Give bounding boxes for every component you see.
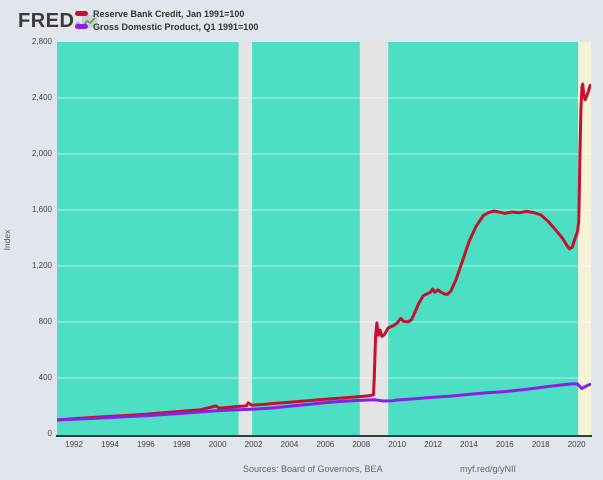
recession-band <box>238 42 253 435</box>
x-tick-label: 2016 <box>495 440 514 449</box>
y-tick-label: 800 <box>38 317 52 326</box>
x-tick-label: 1998 <box>172 440 191 449</box>
legend-label: Gross Domestic Product, Q1 1991=100 <box>93 21 259 32</box>
legend-item-gdp: Gross Domestic Product, Q1 1991=100 <box>75 20 258 33</box>
x-tick-label: 2010 <box>388 440 407 449</box>
series-line <box>57 82 591 422</box>
x-tick-label: 2012 <box>424 440 442 449</box>
x-tick-label: 1994 <box>101 440 119 449</box>
x-axis-tick-labels: 1992 1994 1996 1998 2000 2002 2004 2006 2008 2010… <box>57 440 591 452</box>
y-tick-label: 2,800 <box>31 37 52 46</box>
x-tick-label: 2000 <box>208 440 227 449</box>
x-tick-label: 2008 <box>352 440 371 449</box>
x-tick-label: 2014 <box>460 440 478 449</box>
y-tick-label: 0 <box>47 429 52 438</box>
y-tick-label: 400 <box>38 373 52 382</box>
y-tick-label: 2,400 <box>31 93 52 102</box>
y-tick-label: 1,200 <box>31 261 52 270</box>
x-tick-label: 2004 <box>280 440 299 449</box>
series-line <box>57 382 591 422</box>
legend-item-reserve-bank-credit: Reserve Bank Credit, Jan 1991=100 <box>75 7 258 20</box>
chart-svg <box>57 42 591 435</box>
x-tick-label: 2018 <box>531 440 550 449</box>
legend-swatch <box>75 11 88 16</box>
x-axis-line <box>56 435 592 437</box>
x-tick-label: 2006 <box>316 440 335 449</box>
legend-swatch <box>75 24 88 29</box>
y-tick-label: 2,000 <box>31 149 52 158</box>
fred-logo-text: FRED <box>18 10 75 32</box>
chart-legend: Reserve Bank Credit, Jan 1991=100 Gross … <box>75 7 258 33</box>
legend-label: Reserve Bank Credit, Jan 1991=100 <box>93 8 245 19</box>
chart-plot-area <box>57 42 591 435</box>
x-tick-label: 1992 <box>65 440 83 449</box>
sources-text: Sources: Board of Governors, BEA <box>243 464 383 474</box>
x-tick-label: 2002 <box>244 440 263 449</box>
permalink-text[interactable]: myf.red/g/yNII <box>460 464 517 474</box>
y-tick-label: 1,600 <box>31 205 52 214</box>
x-tick-label: 1996 <box>136 440 155 449</box>
y-axis-tick-labels: 0 400 800 1,200 1,600 2,000 2,400 2,800 <box>0 37 52 438</box>
x-tick-label: 2020 <box>567 440 586 449</box>
